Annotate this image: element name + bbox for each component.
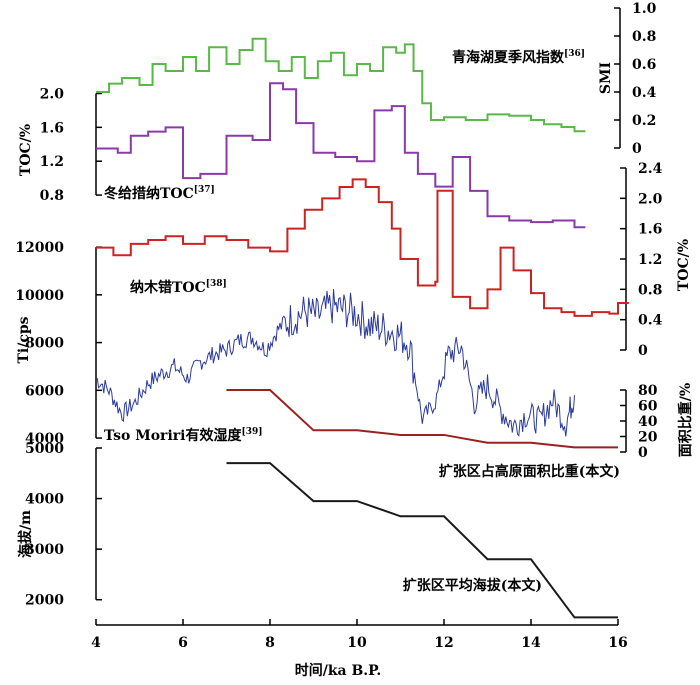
area-series-name: 扩张区占高原面积比重(本文) [439, 463, 620, 480]
dongge-series-line [96, 82, 586, 229]
label-layer: SMI 青海湖夏季风指数[36] TOC/% 冬给措纳TOC[37] TOC/% 纳木错T… [16, 49, 694, 594]
axes-layer: 4 6 8 10 12 14 16 0 0.2 0.4 0.6 0.8 1.0 0.8 1.2 1.6 2.0 0… [15, 1, 662, 651]
tso-y-tick-label-2: 8000 [25, 336, 64, 352]
dongge-series-ref: [37] [194, 185, 215, 195]
x-tick-label-4: 12 [434, 635, 453, 651]
x-axis-title: 时间/ka B.P. [295, 662, 382, 679]
x-tick-label-6: 16 [608, 635, 627, 651]
namco-y-tick-label-2: 0.8 [638, 282, 662, 298]
dongge-y-tick-label-1: 1.2 [40, 154, 64, 170]
dongge-y-tick-label-0: 0.8 [40, 188, 64, 204]
namco-y-tick-label-3: 1.2 [638, 252, 662, 268]
smi-y-tick-label-1: 0.2 [632, 113, 656, 129]
smi-y-tick-label-4: 0.8 [632, 29, 656, 45]
smi-series-ref: [36] [564, 49, 585, 59]
x-tick-label-5: 14 [521, 635, 541, 651]
smi-y-tick-label-0: 0 [632, 141, 642, 157]
tso-series-label: Tso Moriri有效湿度[39] [104, 427, 263, 444]
smi-y-tick-label-2: 0.4 [632, 85, 657, 101]
elev-series-label: 扩张区平均海拔(本文) [403, 577, 542, 594]
area-y-tick-label-4: 80 [638, 383, 658, 399]
tso-y-axis-title: Ti/cps [16, 316, 32, 363]
smi-series-name: 青海湖夏季风指数 [452, 49, 565, 66]
area-y-tick-label-1: 20 [638, 430, 658, 446]
smi-y-tick-label-3: 0.6 [632, 57, 656, 73]
tso-y-tick-label-3: 10000 [15, 288, 64, 304]
dongge-y-tick-label-3: 2.0 [40, 86, 65, 102]
tso-y-tick-label-0: 4000 [25, 431, 64, 447]
namco-series-name: 纳木错TOC [130, 279, 206, 296]
x-tick-label-3: 10 [347, 635, 367, 651]
elev-y-tick-label-2: 4000 [25, 492, 64, 508]
namco-y-tick-label-5: 2.0 [638, 191, 663, 207]
tso-y-tick-label-4: 12000 [15, 240, 64, 256]
x-tick-label-0: 4 [91, 635, 101, 651]
tso-series-ref: [39] [241, 427, 262, 437]
elev-y-tick-label-3: 5000 [25, 441, 64, 457]
elev-y-tick-label-0: 2000 [25, 593, 64, 609]
elev-series-line [226, 462, 618, 619]
namco-series-label: 纳木错TOC[38] [130, 279, 227, 296]
elev-y-axis-title: 海拔/m [17, 510, 34, 558]
area-series-label: 扩张区占高原面积比重(本文) [439, 463, 620, 480]
tso-series-name: Tso Moriri有效湿度 [104, 427, 242, 444]
dongge-y-tick-label-2: 1.6 [40, 120, 64, 136]
namco-y-tick-label-4: 1.6 [638, 222, 662, 238]
tso-series-line [95, 289, 575, 437]
namco-y-tick-label-0: 0 [638, 343, 648, 359]
elev-y-tick-label-1: 3000 [25, 542, 64, 558]
dongge-y-axis-title: TOC/% [18, 124, 34, 176]
smi-y-tick-label-5: 1.0 [632, 1, 657, 17]
elev-series-name: 扩张区平均海拔(本文) [403, 577, 542, 594]
area-y-tick-label-0: 0 [638, 445, 648, 461]
namco-y-tick-label-1: 0.4 [638, 313, 663, 329]
area-series-line [226, 389, 618, 449]
dongge-series-name: 冬给措纳TOC [104, 185, 194, 202]
x-tick-label-1: 6 [178, 635, 188, 651]
namco-series-line [96, 178, 629, 317]
area-y-axis-title: 面积比重/% [677, 383, 694, 457]
series-layer [95, 37, 629, 619]
smi-series-line [96, 37, 586, 133]
area-y-tick-label-3: 60 [638, 399, 658, 415]
namco-y-axis-title: TOC/% [676, 239, 692, 291]
dongge-series-label: 冬给措纳TOC[37] [104, 185, 215, 202]
smi-y-axis-title: SMI [598, 62, 614, 94]
namco-series-ref: [38] [206, 279, 227, 289]
namco-y-tick-label-6: 2.4 [638, 161, 663, 177]
x-tick-label-2: 8 [265, 635, 275, 651]
smi-series-label: 青海湖夏季风指数[36] [452, 49, 585, 66]
tso-y-tick-label-1: 6000 [25, 383, 64, 399]
area-y-tick-label-2: 40 [638, 414, 658, 430]
